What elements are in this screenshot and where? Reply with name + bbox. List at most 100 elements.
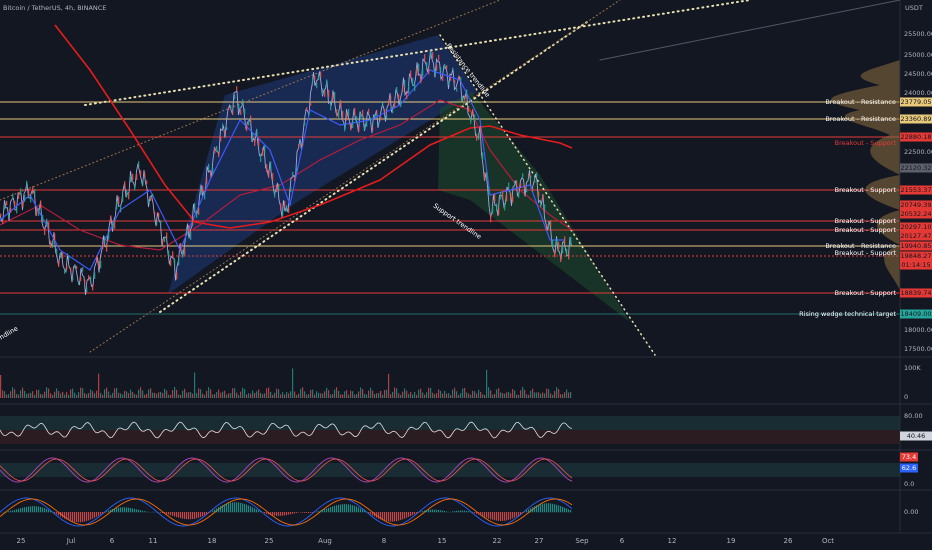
macd-bar	[88, 512, 90, 521]
candle	[316, 82, 318, 89]
candle	[148, 199, 150, 204]
volume-bar	[234, 388, 236, 398]
bars	[0, 51, 572, 523]
candle	[510, 192, 512, 200]
macd-bar	[454, 511, 456, 513]
macd-bar	[62, 512, 64, 518]
macd-bar	[388, 512, 390, 522]
volume-bar	[276, 388, 278, 398]
macd-bar	[190, 512, 192, 520]
volume-bar	[568, 392, 570, 398]
volume-bar	[288, 393, 290, 398]
price-tick: 17500.00	[904, 345, 932, 353]
volume-bar	[298, 393, 300, 398]
volume-bar	[464, 387, 466, 398]
volume-bar	[344, 391, 346, 398]
macd-bar	[56, 512, 58, 515]
volume-bar	[524, 389, 526, 398]
candle	[506, 194, 508, 202]
candle	[202, 185, 204, 193]
candle	[552, 239, 554, 247]
level-label: Breakout - Support	[835, 289, 897, 297]
candle	[544, 204, 546, 211]
volume-bar	[526, 394, 528, 398]
candle	[234, 94, 236, 100]
macd-bar	[298, 512, 300, 513]
candle	[56, 248, 58, 256]
macd-bar	[238, 502, 240, 513]
price-tag: 18839.74	[900, 289, 931, 297]
candle	[208, 163, 210, 171]
volume-bar	[178, 394, 180, 398]
volume-bar	[328, 390, 330, 398]
macd-bar	[360, 508, 362, 513]
candle	[158, 212, 160, 218]
volume-bar	[470, 394, 472, 398]
candle	[484, 172, 486, 180]
volume-bar	[270, 391, 272, 398]
macd-bar	[16, 509, 18, 513]
macd-bar	[224, 504, 226, 513]
candle	[542, 194, 544, 201]
level-label: Breakout - Support	[835, 249, 897, 257]
volume-bar	[404, 388, 406, 398]
volume-bar	[492, 394, 494, 398]
macd-bar	[68, 512, 70, 521]
macd-bar	[232, 502, 234, 513]
macd-bar	[110, 509, 112, 513]
volume-bar	[144, 394, 146, 398]
candle	[14, 200, 16, 207]
macd-bar	[96, 512, 98, 517]
volume-bar	[18, 394, 20, 398]
macd-bar	[220, 506, 222, 513]
price-tag-bg	[900, 97, 932, 107]
candle	[328, 89, 330, 98]
macd-bar	[518, 512, 520, 516]
volume-bar	[478, 389, 480, 398]
candle	[62, 252, 64, 259]
macd-bar	[202, 512, 204, 517]
volume-bar	[128, 393, 130, 398]
volume-bar	[496, 389, 498, 398]
volume-bar	[446, 393, 448, 398]
volume-bar	[56, 388, 58, 398]
volume-bar	[124, 390, 126, 398]
volume-bar	[436, 393, 438, 398]
candle	[248, 118, 250, 126]
macd-bar	[264, 512, 266, 514]
candle	[114, 220, 116, 229]
macd-bar	[326, 508, 328, 513]
price-tag-bg	[900, 163, 932, 173]
candle	[292, 171, 294, 177]
candle	[532, 187, 534, 192]
volume-bar	[338, 390, 340, 398]
volume-bar	[198, 388, 200, 398]
rsi-band	[0, 416, 900, 430]
volume-bar	[202, 393, 204, 398]
macd-bar	[294, 512, 296, 514]
volume-bar	[268, 387, 270, 398]
candle	[164, 236, 166, 242]
candle	[334, 92, 336, 100]
volume-bar	[558, 389, 560, 398]
macd-bar	[60, 512, 62, 517]
candle	[236, 86, 238, 92]
volume-bar	[122, 394, 124, 398]
candle	[136, 174, 138, 181]
candle	[174, 259, 176, 267]
macd-bar	[162, 512, 164, 514]
candle	[222, 123, 224, 128]
macd-bar	[128, 507, 130, 513]
macd-bar	[302, 512, 304, 513]
volume-bar	[488, 387, 490, 398]
volume-bar	[104, 389, 106, 398]
time-tick: 6	[620, 537, 625, 545]
candle	[70, 267, 72, 272]
volume-bar	[342, 394, 344, 398]
volume-bar	[166, 390, 168, 398]
stoch-k: 73.4	[902, 453, 916, 461]
candle	[66, 265, 68, 271]
candle	[520, 183, 522, 189]
candle	[0, 213, 2, 217]
volume-bar	[212, 394, 214, 398]
